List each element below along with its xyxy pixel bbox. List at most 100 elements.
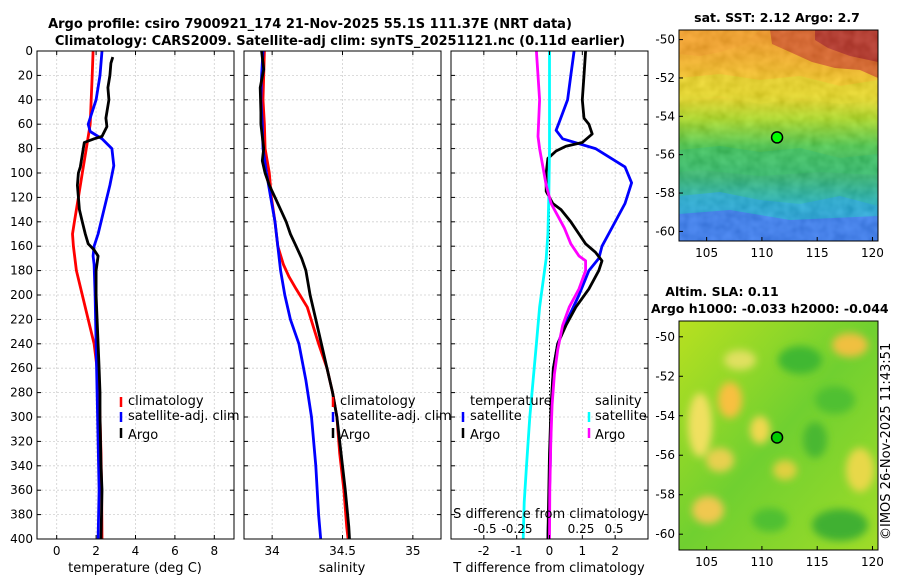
map-ytick-label: -56 <box>655 148 675 162</box>
ytick-label: 160 <box>10 239 33 253</box>
ytick-label: 20 <box>18 68 33 82</box>
figure-title-line1: Argo profile: csiro 7900921_174 21-Nov-2… <box>48 17 572 32</box>
x2tick-label: -0.5 <box>473 522 496 536</box>
ytick-label: 180 <box>10 264 33 278</box>
sal-legend-climatology: climatology <box>340 394 416 409</box>
map-xtick-label: 105 <box>695 555 718 569</box>
map-ytick-label: -54 <box>655 109 675 123</box>
sla-argo-position-marker <box>770 431 784 444</box>
temp-legend-argo: Argo <box>128 428 158 443</box>
map-xtick-label: 110 <box>750 246 773 260</box>
ytick-label: 360 <box>10 483 33 497</box>
xtick-label: 34.5 <box>329 544 356 558</box>
difference-legend-temperature: temperature satellite Argo <box>461 394 552 443</box>
ytick-label: 140 <box>10 215 33 229</box>
temperature-legend: climatology satellite-adj. clim Argo <box>119 394 240 443</box>
credit-text: ©IMOS 26-Nov-2025 11:43:51 <box>879 343 894 540</box>
diff-legend-temp-satellite: satellite <box>470 409 522 424</box>
diff-legend-temperature-title: temperature <box>470 394 552 409</box>
xtick-label: -2 <box>478 544 490 558</box>
diff-legend-salinity-title: salinity <box>595 394 642 409</box>
figure-title-line2: Climatology: CARS2009. Satellite-adj cli… <box>55 34 625 49</box>
difference-grid <box>451 50 648 540</box>
series-salinity-argo <box>535 50 587 540</box>
temperature-series <box>71 50 116 540</box>
ytick-label: 0 <box>25 44 33 58</box>
salinity-plot: 34 34.5 35 salinity climatology satellite-… <box>243 50 452 576</box>
sla-map: Altim. SLA: 0.11 Argo h1000: -0.033 h200… <box>651 284 889 569</box>
x2tick-label: 0.25 <box>568 522 595 536</box>
ytick-label: 260 <box>10 361 33 375</box>
sst-argo-position-marker <box>770 131 784 144</box>
temperature-ticks: 0204060801001201401601802002202402602803… <box>10 44 234 558</box>
x2tick-label: 0.5 <box>604 522 623 536</box>
temp-legend-satellite: satellite-adj. clim <box>128 409 240 424</box>
map-ytick-label: -52 <box>655 369 675 383</box>
salinity-series <box>258 50 351 540</box>
map-ytick-label: -54 <box>655 409 675 423</box>
salinity-legend: climatology satellite-adj. clim Argo <box>331 394 452 443</box>
series-satellite-adj-clim <box>86 50 116 540</box>
ytick-label: 340 <box>10 459 33 473</box>
sst-map-title: sat. SST: 2.12 Argo: 2.7 <box>694 10 860 25</box>
xtick-label: 4 <box>132 544 140 558</box>
sla-map-ticks: 105 110 115 120 -50 -52 -54 -56 -58 -60 <box>655 330 884 569</box>
xtick-label: 0 <box>53 544 61 558</box>
sla-map-title: Altim. SLA: 0.11 <box>665 284 778 299</box>
map-ytick-label: -60 <box>655 224 675 238</box>
temp-legend-climatology: climatology <box>128 394 204 409</box>
map-ytick-label: -60 <box>655 527 675 541</box>
ytick-label: 220 <box>10 312 33 326</box>
ytick-label: 400 <box>10 532 33 546</box>
difference-secondary-ticks: -0.5 -0.25 0.25 0.5 <box>473 522 623 536</box>
xtick-label: 0 <box>546 544 554 558</box>
ytick-label: 40 <box>18 93 33 107</box>
xtick-label: 2 <box>611 544 619 558</box>
map-ytick-label: -58 <box>655 488 675 502</box>
diff-legend-temp-argo: Argo <box>470 428 500 443</box>
ytick-label: 60 <box>18 117 33 131</box>
sla-map-subtitle: Argo h1000: -0.033 h2000: -0.044 <box>651 301 889 316</box>
map-xtick-label: 105 <box>695 246 718 260</box>
ytick-label: 300 <box>10 410 33 424</box>
x2tick-label: -0.25 <box>501 522 532 536</box>
series-salinity-satellite <box>521 51 551 540</box>
difference-series <box>521 50 633 540</box>
xtick-label: 1 <box>579 544 587 558</box>
xtick-label: 6 <box>171 544 179 558</box>
map-ytick-label: -58 <box>655 186 675 200</box>
ytick-label: 380 <box>10 508 33 522</box>
map-xtick-label: 110 <box>750 555 773 569</box>
xtick-label: 35 <box>405 544 420 558</box>
sst-map-ticks: 105 110 115 120 -50 -52 -54 -56 -58 -60 <box>655 33 884 260</box>
salinity-ticks: 34 34.5 35 <box>244 50 441 558</box>
map-ytick-label: -52 <box>655 71 675 85</box>
sal-legend-argo: Argo <box>340 428 370 443</box>
difference-xlabel: T difference from climatology <box>452 561 645 576</box>
map-ytick-label: -50 <box>655 330 675 344</box>
map-ytick-label: -56 <box>655 448 675 462</box>
ytick-label: 280 <box>10 386 33 400</box>
ytick-label: 120 <box>10 190 33 204</box>
map-xtick-label: 120 <box>861 246 884 260</box>
map-xtick-label: 115 <box>806 555 829 569</box>
series-argo <box>76 56 115 540</box>
difference-x2label: S difference from climatology <box>453 507 645 522</box>
diff-legend-sal-satellite: satellite <box>595 409 647 424</box>
sst-map-field <box>679 30 878 241</box>
salinity-xlabel: salinity <box>319 561 366 576</box>
xtick-label: 34 <box>265 544 280 558</box>
difference-ticks: -2 -1 0 1 2 <box>451 50 648 558</box>
sst-map: sat. SST: 2.12 Argo: 2.7 105 110 115 120 -50… <box>655 10 884 260</box>
map-ytick-label: -50 <box>655 33 675 47</box>
ytick-label: 100 <box>10 166 33 180</box>
ytick-label: 240 <box>10 337 33 351</box>
sst-map-frame <box>678 29 879 242</box>
map-xtick-label: 115 <box>806 246 829 260</box>
sla-map-field <box>679 321 878 550</box>
series-argo <box>258 50 351 540</box>
ytick-label: 320 <box>10 434 33 448</box>
difference-legend-salinity: salinity satellite Argo <box>587 394 647 443</box>
temperature-plot: 0204060801001201401601802002202402602803… <box>10 44 240 576</box>
